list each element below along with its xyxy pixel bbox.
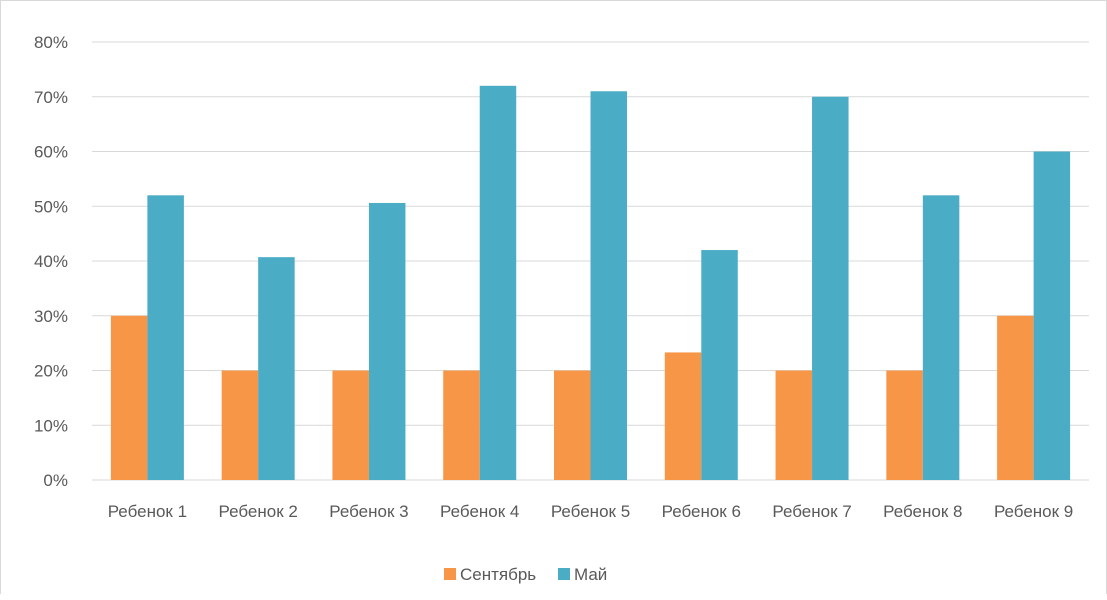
legend-swatch-may <box>558 568 570 580</box>
x-category-label: Ребенок 9 <box>994 502 1073 521</box>
x-category-label: Ребенок 6 <box>662 502 741 521</box>
y-tick-label: 0% <box>43 471 68 490</box>
legend-label-may: Май <box>574 565 607 584</box>
bar-september-1 <box>110 315 148 480</box>
bar-may-3 <box>368 202 406 480</box>
y-tick-label: 80% <box>34 33 68 52</box>
bar-september-5 <box>554 370 591 480</box>
bar-september-4 <box>443 370 480 480</box>
bar-may-5 <box>590 91 627 481</box>
y-tick-label: 10% <box>34 416 68 435</box>
y-tick-label: 40% <box>34 252 68 271</box>
x-category-label: Ребенок 5 <box>551 502 630 521</box>
bar-september-9 <box>997 315 1034 480</box>
bar-may-1 <box>147 195 184 481</box>
bar-september-2 <box>221 370 259 480</box>
bar-may-7 <box>812 96 849 480</box>
x-category-label: Ребенок 7 <box>772 502 851 521</box>
legend: Сентябрь Май <box>444 565 607 584</box>
y-tick-label: 70% <box>34 88 68 107</box>
y-tick-label: 30% <box>34 307 68 326</box>
y-tick-label: 50% <box>34 197 68 216</box>
bar-may-9 <box>1033 151 1071 480</box>
x-axis-categories: Ребенок 1 Ребенок 2 Ребенок 3 Ребенок 4 Ребе… <box>108 502 1074 521</box>
x-category-label: Ребенок 4 <box>440 502 519 521</box>
bar-september-6 <box>664 352 702 480</box>
y-tick-label: 60% <box>34 143 68 162</box>
legend-label-september: Сентябрь <box>460 565 536 584</box>
bar-may-4 <box>479 85 517 481</box>
bar-may-2 <box>258 257 295 480</box>
bar-may-6 <box>701 250 738 480</box>
bar-september-7 <box>775 370 813 480</box>
x-category-label: Ребенок 1 <box>108 502 187 521</box>
bar-may-8 <box>922 195 960 481</box>
y-axis-ticks: 0% 10% 20% 30% 40% 50% 60% 70% 80% <box>34 33 68 490</box>
x-category-label: Ребенок 8 <box>883 502 962 521</box>
bars <box>110 85 1071 481</box>
x-category-label: Ребенок 2 <box>219 502 298 521</box>
legend-swatch-september <box>444 568 456 580</box>
bar-september-3 <box>332 370 369 480</box>
y-tick-label: 20% <box>34 362 68 381</box>
x-category-label: Ребенок 3 <box>329 502 408 521</box>
bar-september-8 <box>886 370 923 480</box>
